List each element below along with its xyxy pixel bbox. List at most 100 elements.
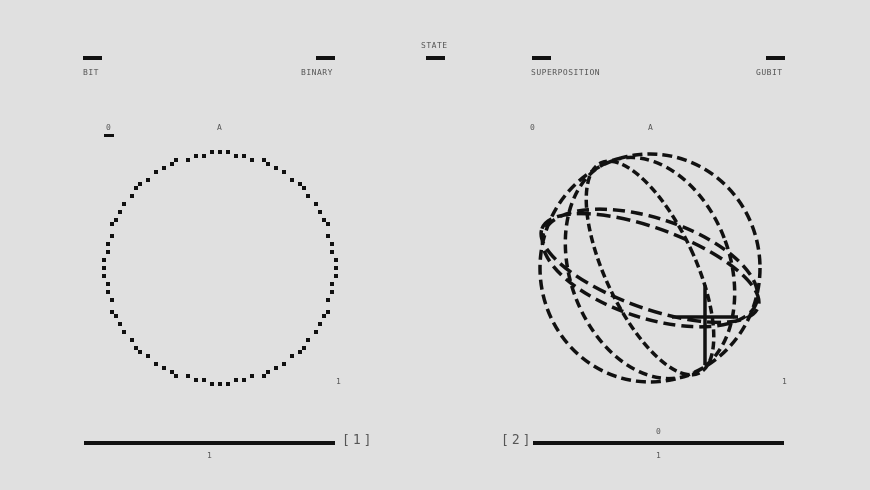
left-bottom-label: 1 [207,451,213,460]
circle-dot [262,374,266,378]
circle-dot [138,350,142,354]
circle-dot [110,310,114,314]
left-axis-0-marker [104,134,114,137]
circle-dot [262,158,266,162]
left-axis-1: 1 [336,377,342,386]
superposition-marker [532,56,551,60]
circle-dot [218,150,222,154]
circle-dot [170,370,174,374]
circle-dot [194,378,198,382]
circle-dot [314,202,318,206]
circle-dot [106,242,110,246]
circle-dot [302,186,306,190]
circle-dot [110,234,114,238]
circle-dot [330,242,334,246]
circle-dot [226,382,230,386]
circle-dot [114,314,118,318]
circle-dot [174,374,178,378]
circle-dot [322,314,326,318]
circle-dot [110,298,114,302]
sphere-orbit [563,155,737,381]
right-axis-1: 1 [782,377,788,386]
circle-dot [202,154,206,158]
circle-dot [106,250,110,254]
circle-dot [134,346,138,350]
sphere-orbit [538,152,762,384]
circle-dot [162,166,166,170]
right-bottom-label: 1 [656,451,662,460]
circle-dot [234,378,238,382]
circle-dot [114,218,118,222]
bit-label: BIT [83,68,99,77]
circle-dot [210,150,214,154]
qubit-sphere [538,152,762,384]
circle-dot [102,274,106,278]
circle-dot [334,258,338,262]
circle-dot [330,282,334,286]
right-axis-a: A [648,123,654,132]
binary-marker [316,56,335,60]
circle-dot [154,170,158,174]
circle-dot [330,290,334,294]
circle-dot [306,194,310,198]
right-axis-0: 0 [530,123,536,132]
circle-dot [242,154,246,158]
circle-dot [154,362,158,366]
circle-dot [134,186,138,190]
binary-label: BINARY [301,68,333,77]
circle-dot [314,330,318,334]
right-index: [2] [501,433,534,448]
circle-dot [118,210,122,214]
sphere-orbit [539,211,761,325]
circle-dot [110,222,114,226]
bit-marker [83,56,102,60]
circle-dot [130,338,134,342]
circle-dot [210,382,214,386]
circle-dot [146,178,150,182]
circle-dot [226,150,230,154]
circle-dot [322,218,326,222]
circle-dot [274,366,278,370]
circle-dot [306,338,310,342]
left-axis-0: 0 [106,123,112,132]
circle-dot [274,166,278,170]
circle-dot [162,366,166,370]
circle-dot [118,322,122,326]
right-bottom-top-label: 0 [656,427,662,436]
state-marker [426,56,445,60]
circle-dot [102,258,106,262]
sphere-orbit [540,207,760,329]
circle-dot [106,290,110,294]
circle-dot [302,346,306,350]
circle-dot [138,182,142,186]
circle-dot [130,194,134,198]
circle-dot [250,374,254,378]
circle-dot [298,182,302,186]
left-baseline [84,441,335,445]
circle-dot [334,274,338,278]
circle-dot [266,370,270,374]
superposition-label: SUPERPOSITION [531,68,601,77]
circle-dot [318,210,322,214]
circle-dot [122,202,126,206]
circle-dot [194,154,198,158]
circle-dot [250,158,254,162]
circle-dot [334,266,338,270]
circle-dot [282,170,286,174]
circle-dot [290,354,294,358]
sphere-orbit [584,159,716,377]
circle-dot [186,374,190,378]
circle-dot [218,382,222,386]
circle-dot [282,362,286,366]
circle-dot [186,158,190,162]
circle-dot [330,250,334,254]
circle-dot [234,154,238,158]
gubit-label: GUBIT [756,68,783,77]
circle-dot [202,378,206,382]
state-label: STATE [421,41,448,50]
bit-circle [102,150,338,386]
circle-dot [298,350,302,354]
circle-dot [326,298,330,302]
circle-dot [146,354,150,358]
